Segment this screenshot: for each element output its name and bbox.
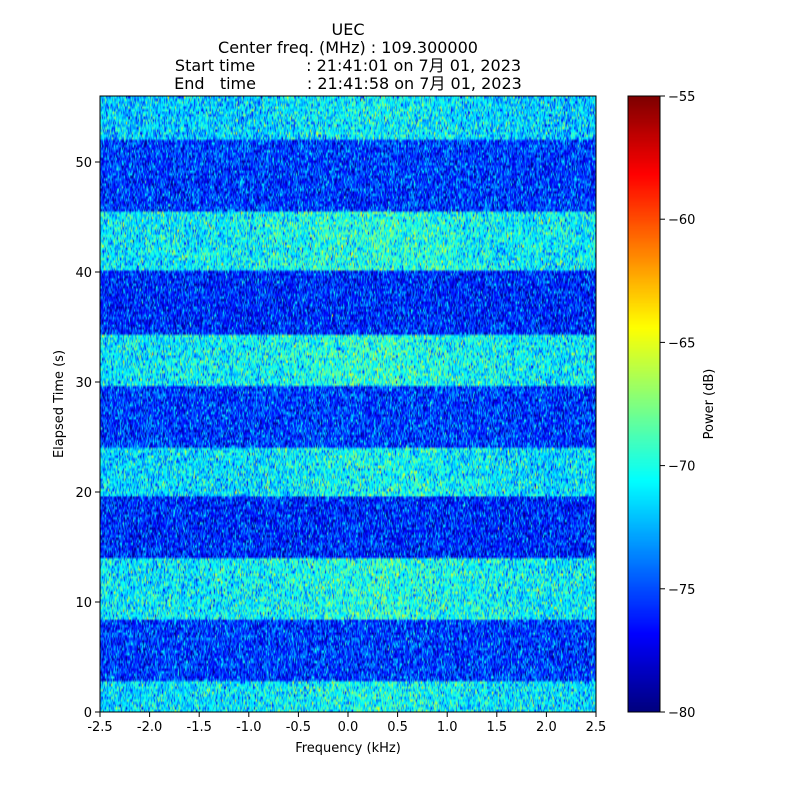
colorbar-tick-label: −55 (668, 90, 695, 105)
x-tick-label: -2.5 (87, 720, 112, 735)
colorbar (628, 96, 660, 712)
y-tick-label: 30 (75, 376, 92, 391)
x-tick-label: -0.5 (286, 720, 311, 735)
colorbar-tick-label: −60 (668, 213, 695, 228)
colorbar-frame (627, 95, 661, 713)
x-tick-label: -1.0 (236, 720, 261, 735)
x-tick-label: 2.5 (586, 720, 607, 735)
colorbar-tick-label: −80 (668, 706, 695, 721)
spectrogram-heatmap (100, 96, 596, 712)
x-axis-label: Frequency (kHz) (295, 741, 401, 756)
y-tick-label: 50 (75, 156, 92, 171)
title-line-end-time: End time : 21:41:58 on 7月 01, 2023 (174, 74, 522, 93)
x-tick-label: -2.0 (137, 720, 162, 735)
x-axis-ticks: -2.5 -2.0 -1.5 -1.0 -0.5 0.0 0.5 1.0 1.5 2.0 2.5 (87, 712, 606, 735)
colorbar-tick-label: −65 (668, 336, 695, 351)
colorbar-label: Power (dB) (702, 369, 717, 440)
title-line-station: UEC (332, 20, 365, 39)
x-tick-label: 0.5 (387, 720, 408, 735)
chart-title: UEC Center freq. (MHz) : 109.300000 Star… (174, 20, 522, 93)
y-tick-label: 40 (75, 266, 92, 281)
x-tick-label: 1.0 (437, 720, 458, 735)
colorbar-ticks: −80 −75 −70 −65 −60 −55 (660, 90, 695, 721)
x-tick-label: 1.5 (486, 720, 507, 735)
title-line-start-time: Start time : 21:41:01 on 7月 01, 2023 (175, 56, 521, 75)
y-tick-label: 20 (75, 486, 92, 501)
colorbar-tick-label: −75 (668, 583, 695, 598)
x-tick-label: 2.0 (536, 720, 557, 735)
y-axis-ticks: 0 10 20 30 40 50 (75, 156, 100, 721)
title-line-center-freq: Center freq. (MHz) : 109.300000 (218, 38, 478, 57)
y-tick-label: 10 (75, 596, 92, 611)
x-tick-label: 0.0 (338, 720, 359, 735)
y-axis-label: Elapsed Time (s) (52, 350, 67, 458)
colorbar-tick-label: −70 (668, 460, 695, 475)
y-tick-label: 0 (84, 706, 92, 721)
x-tick-label: -1.5 (187, 720, 212, 735)
